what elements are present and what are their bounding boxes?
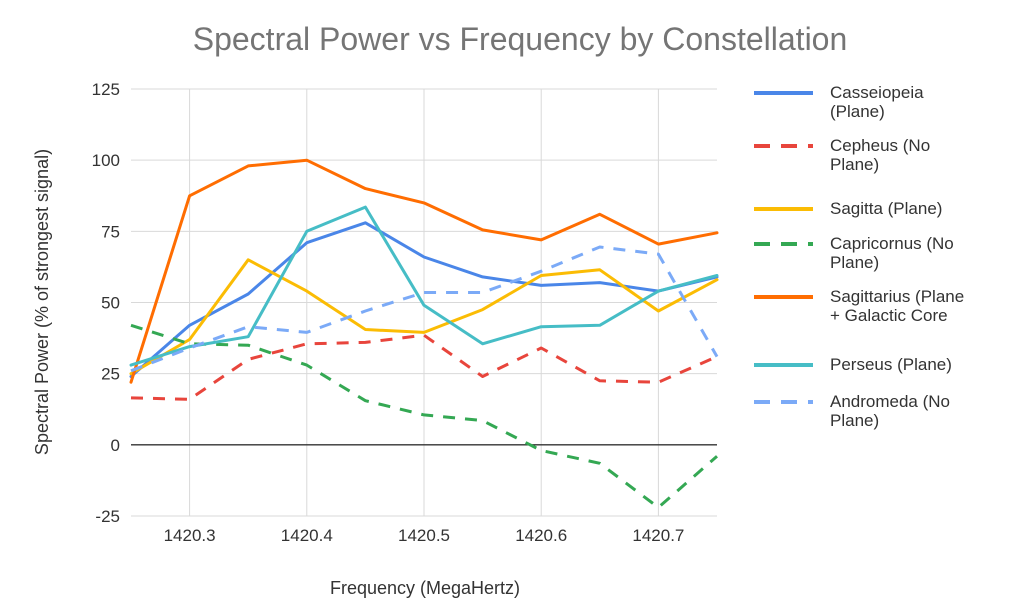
y-axis-title: Spectral Power (% of strongest signal) [32,149,52,455]
series-lines [129,158,719,509]
y-tick-label: 75 [101,222,120,241]
legend-label-2: Sagitta (Plane) [830,199,942,218]
y-tick-label: -25 [95,507,120,526]
series-line-0 [129,221,719,378]
series-line-1 [130,333,718,401]
legend-label-0: Casseiopeia [830,83,924,102]
series-line-6 [130,245,719,373]
chart-title: Spectral Power vs Frequency by Constella… [193,21,848,57]
series-line-3 [130,323,718,509]
legend-label-5: Perseus (Plane) [830,355,952,374]
legend-label-0: (Plane) [830,102,885,121]
legend-label-3: Capricornus (No [830,234,954,253]
legend-label-4: Sagittarius (Plane [830,287,964,306]
y-tick-label: 0 [111,436,120,455]
legend-label-3: Plane) [830,253,879,272]
series-line-5 [129,205,719,367]
y-tick-label: 25 [101,365,120,384]
x-tick-label: 1420.6 [515,526,567,545]
y-tick-label: 100 [92,151,120,170]
legend-label-4: + Galactic Core [830,306,948,325]
x-tick-label: 1420.4 [281,526,333,545]
y-tick-label: 125 [92,80,120,99]
y-tick-label: 50 [101,294,120,313]
series-line-4 [129,158,719,384]
legend-label-6: Andromeda (No [830,392,950,411]
legend-label-6: Plane) [830,411,879,430]
x-axis-title: Frequency (MegaHertz) [330,578,520,598]
series-line-2 [129,258,719,376]
legend-label-1: Plane) [830,155,879,174]
x-tick-label: 1420.3 [164,526,216,545]
legend-label-1: Cepheus (No [830,136,930,155]
legend: Casseiopeia(Plane)Cepheus (NoPlane)Sagit… [754,83,964,430]
x-tick-label: 1420.5 [398,526,450,545]
y-axis-ticks: 125 100 75 50 25 0 -25 [92,80,120,526]
x-axis-ticks: 1420.3 1420.4 1420.5 1420.6 1420.7 [164,526,685,545]
x-tick-label: 1420.7 [632,526,684,545]
